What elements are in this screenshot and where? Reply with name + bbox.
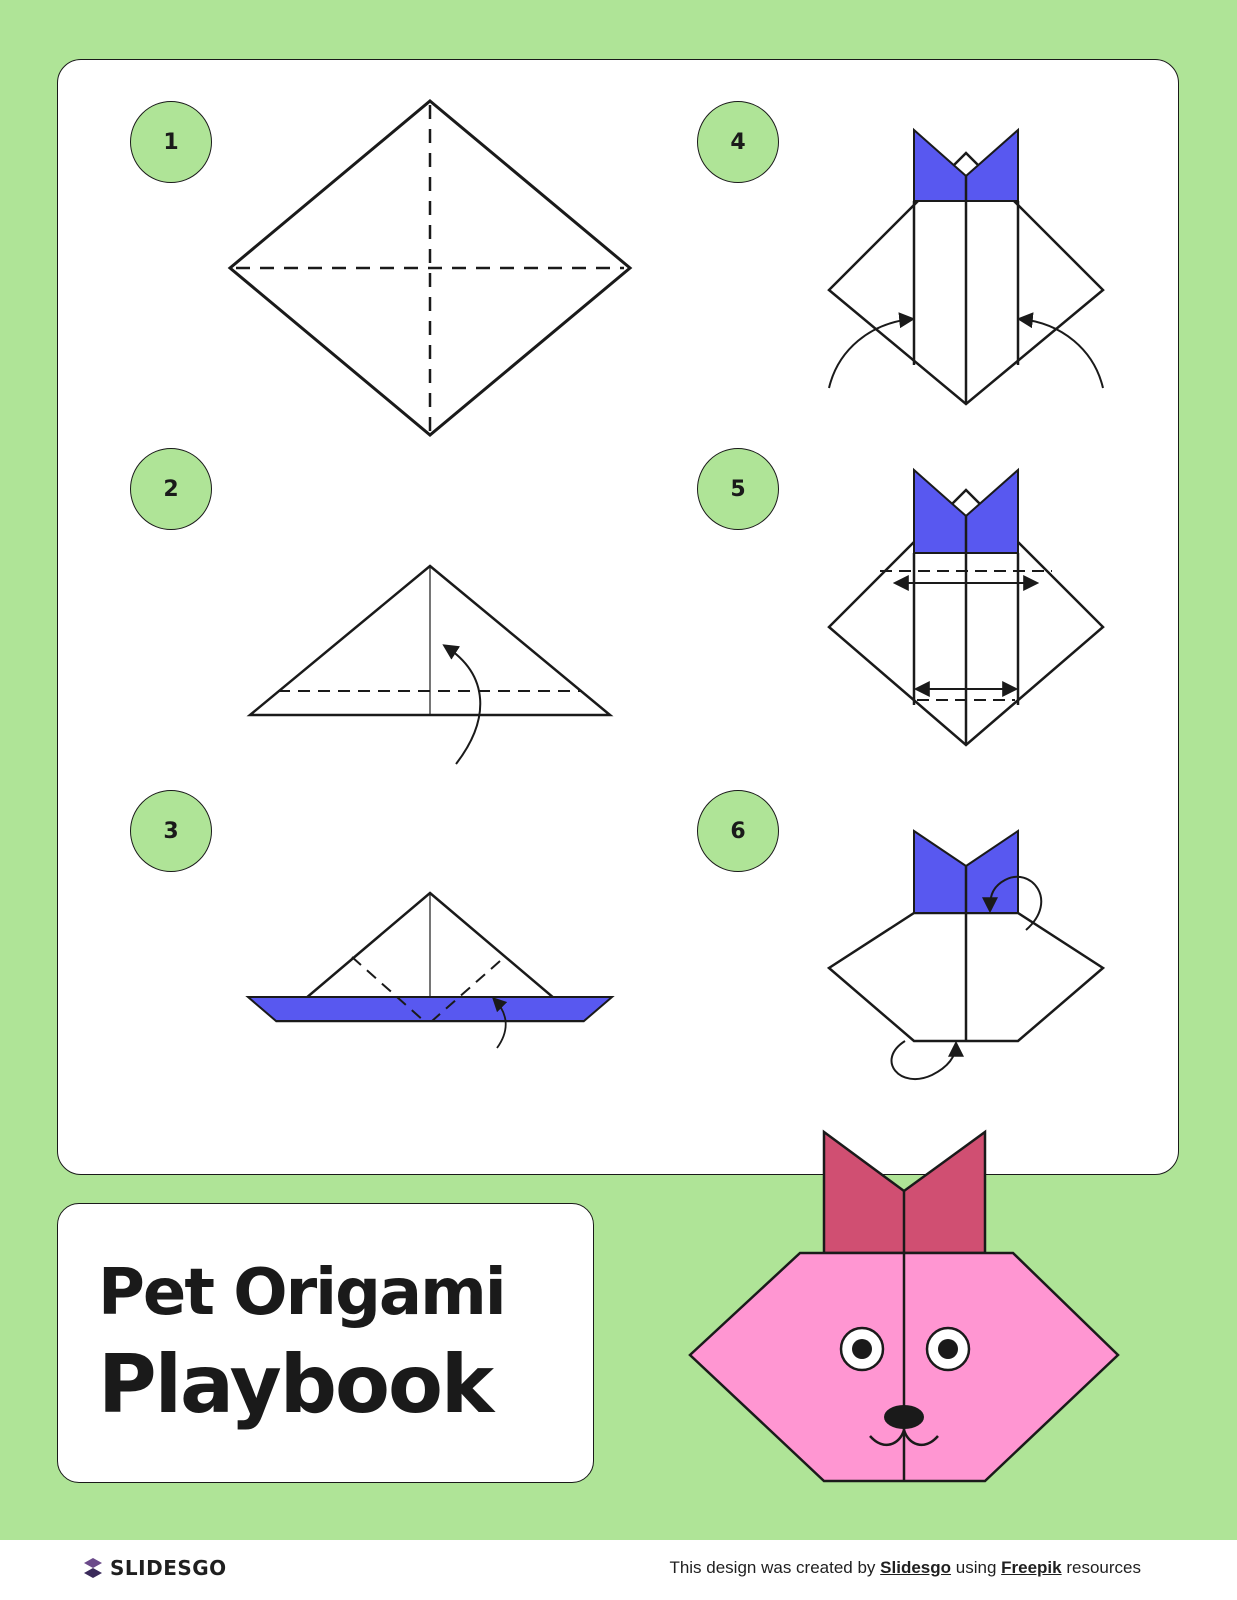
step-badge-6: 6 [697, 790, 779, 872]
credit-suffix: resources [1066, 1558, 1141, 1577]
step-3-diagram [245, 891, 615, 1049]
slidesgo-link[interactable]: Slidesgo [880, 1558, 952, 1577]
slidesgo-brand[interactable]: SLIDESGO [82, 1556, 227, 1580]
title-line-2: Playbook [98, 1338, 494, 1431]
title-card: Pet Origami Playbook [57, 1203, 594, 1483]
step-badge-1: 1 [130, 101, 212, 183]
origami-diagrams [227, 99, 1120, 1483]
footer: SLIDESGO This design was created by Slid… [0, 1540, 1237, 1600]
step-4-diagram [827, 127, 1105, 406]
step-2-diagram [246, 564, 614, 765]
credit-prefix: This design was created by [669, 1558, 876, 1577]
step-badge-3: 3 [130, 790, 212, 872]
slidesgo-logo-icon [84, 1558, 102, 1578]
freepik-link[interactable]: Freepik [1001, 1558, 1062, 1577]
brand-name: SLIDESGO [110, 1556, 227, 1580]
final-pet-illustration [688, 1129, 1120, 1483]
step-badge-5: 5 [697, 448, 779, 530]
credit-middle: using [955, 1558, 997, 1577]
title-line-1: Pet Origami [98, 1256, 507, 1330]
step-6-diagram [826, 829, 1106, 1081]
footer-credits: This design was created by Slidesgo usin… [669, 1558, 1141, 1578]
step-badge-2: 2 [130, 448, 212, 530]
step-badge-4: 4 [697, 101, 779, 183]
step-5-diagram [827, 467, 1105, 747]
step-1-diagram [227, 99, 633, 437]
